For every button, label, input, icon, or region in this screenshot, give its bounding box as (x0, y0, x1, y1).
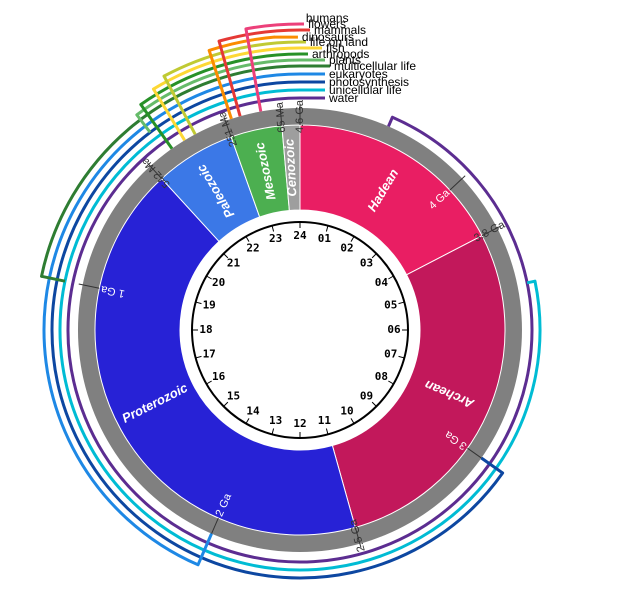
hour-05: 05 (384, 299, 397, 312)
hour-23: 23 (269, 232, 282, 245)
hour-15: 15 (227, 389, 240, 402)
arc-lead-fish (153, 89, 184, 140)
hour-20: 20 (212, 276, 225, 289)
arc-lead-water (388, 117, 392, 126)
hour-02: 02 (340, 242, 353, 255)
hour-13: 13 (269, 414, 282, 427)
tick-4.6-Ga: 4.6 Ga (294, 99, 306, 133)
arc-flowers (246, 24, 300, 29)
hour-07: 07 (384, 347, 397, 360)
arc-lead-multicellular (42, 276, 65, 281)
hour-19: 19 (203, 299, 216, 312)
arc-land-life (164, 42, 300, 76)
hour-12: 12 (293, 417, 306, 430)
geologic-clock-diagram: HadeanArcheanProterozoicPaleozoicMesozoi… (0, 0, 625, 599)
hour-21: 21 (227, 257, 241, 270)
hour-03: 03 (360, 257, 373, 270)
hour-06: 06 (387, 323, 401, 336)
hour-18: 18 (199, 323, 212, 336)
eon-label-cenozoic: Cenozoic (281, 138, 299, 197)
hour-17: 17 (203, 347, 216, 360)
hour-10: 10 (340, 404, 353, 417)
hour-11: 11 (318, 414, 332, 427)
hour-01: 01 (318, 232, 332, 245)
legend-humans: humans (306, 11, 349, 25)
hour-04: 04 (375, 276, 389, 289)
arc-lead-land-life (164, 76, 195, 134)
hour-14: 14 (246, 404, 260, 417)
hour-09: 09 (360, 389, 373, 402)
hour-22: 22 (246, 242, 259, 255)
hour-16: 16 (212, 370, 226, 383)
hour-24: 24 (293, 229, 307, 242)
hour-08: 08 (375, 370, 388, 383)
tick-65-Ma: 65 Ma (274, 101, 289, 133)
arc-lead-unicellular (527, 281, 535, 283)
